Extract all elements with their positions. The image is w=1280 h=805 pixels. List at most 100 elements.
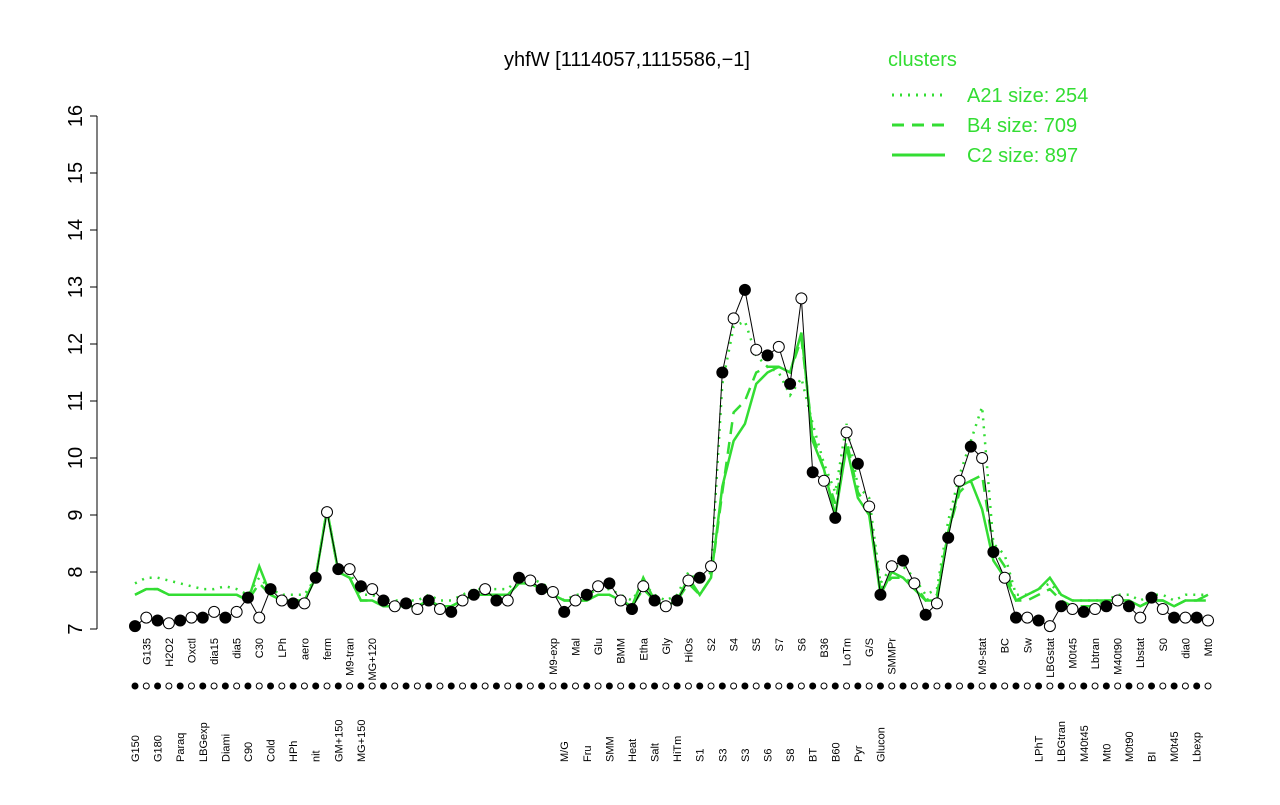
rug-mark bbox=[820, 682, 828, 690]
point bbox=[1021, 611, 1034, 624]
rug-mark bbox=[459, 682, 467, 690]
point-link bbox=[744, 289, 757, 350]
rug-mark bbox=[1181, 682, 1189, 690]
legend-label: C2 size: 897 bbox=[967, 145, 1078, 167]
rug-mark bbox=[764, 682, 772, 690]
x-tick-label: C90 bbox=[243, 742, 255, 762]
x-tick-label: Lbstat bbox=[1135, 638, 1147, 668]
point bbox=[671, 594, 684, 607]
point bbox=[603, 577, 616, 590]
rug-mark bbox=[267, 682, 275, 690]
rug-mark bbox=[210, 682, 218, 690]
point bbox=[727, 312, 740, 325]
point-link bbox=[800, 298, 814, 473]
x-tick-label: dia0 bbox=[1180, 638, 1192, 659]
point bbox=[1156, 603, 1169, 616]
point bbox=[309, 571, 322, 584]
y-tick-label: 11 bbox=[65, 391, 87, 412]
rug-mark bbox=[334, 682, 342, 690]
point bbox=[1055, 600, 1068, 613]
rug-mark bbox=[549, 682, 557, 690]
point bbox=[693, 571, 706, 584]
x-tick-label: Fru bbox=[582, 746, 594, 763]
point bbox=[546, 585, 559, 598]
series-line bbox=[134, 319, 1208, 603]
point bbox=[1202, 614, 1214, 627]
rug-mark bbox=[1136, 682, 1144, 690]
x-tick-label: Oxctl bbox=[186, 638, 198, 663]
x-tick-label: Salt bbox=[650, 743, 662, 762]
rug-mark bbox=[481, 682, 489, 690]
rug-mark bbox=[492, 682, 500, 690]
point bbox=[761, 349, 774, 362]
x-tick-label: G135 bbox=[141, 638, 153, 665]
rug-mark bbox=[752, 682, 760, 690]
point bbox=[298, 597, 311, 610]
rug-mark bbox=[1091, 682, 1099, 690]
x-tick-label: C30 bbox=[254, 638, 266, 658]
point bbox=[1077, 605, 1090, 618]
point bbox=[388, 600, 401, 613]
point bbox=[467, 588, 480, 601]
rug-mark bbox=[244, 682, 252, 690]
x-tick-label: LBGexp bbox=[198, 722, 210, 762]
rug-mark bbox=[312, 682, 320, 690]
point-link bbox=[823, 480, 836, 518]
series-line bbox=[134, 332, 1209, 608]
point bbox=[479, 583, 492, 596]
point bbox=[976, 452, 989, 464]
point bbox=[241, 591, 254, 604]
rug-mark bbox=[1068, 682, 1076, 690]
rug-mark bbox=[933, 682, 941, 690]
x-tick-label: H2O2 bbox=[164, 638, 176, 667]
x-tick-label: G180 bbox=[153, 735, 165, 762]
point bbox=[625, 603, 638, 616]
point bbox=[885, 560, 898, 573]
rug-mark bbox=[944, 682, 952, 690]
point bbox=[919, 608, 932, 621]
point bbox=[1009, 611, 1022, 624]
rug-mark bbox=[730, 682, 738, 690]
point bbox=[1111, 594, 1124, 607]
point bbox=[1100, 600, 1113, 613]
point bbox=[196, 611, 209, 624]
point bbox=[863, 500, 876, 513]
point bbox=[185, 611, 198, 624]
rug-mark bbox=[515, 682, 523, 690]
x-tick-label: S6 bbox=[763, 749, 775, 762]
point-link bbox=[315, 512, 328, 578]
rug-mark bbox=[571, 682, 579, 690]
point-link bbox=[959, 446, 972, 481]
rug-mark bbox=[368, 682, 376, 690]
x-tick-label: LoTm bbox=[842, 638, 854, 666]
x-tick-label: Glucon bbox=[875, 727, 887, 762]
rug-mark bbox=[910, 682, 918, 690]
point bbox=[400, 597, 413, 610]
point bbox=[129, 620, 141, 633]
x-tick-label: Cold bbox=[266, 739, 278, 762]
x-tick-label: LBGstat bbox=[1045, 638, 1057, 678]
rug-mark bbox=[187, 682, 195, 690]
point bbox=[433, 603, 446, 616]
x-tick-label: S3 bbox=[717, 749, 729, 762]
rug-mark bbox=[978, 682, 986, 690]
point bbox=[501, 594, 514, 607]
point bbox=[817, 474, 830, 487]
rug-mark bbox=[673, 682, 681, 690]
rug-mark bbox=[221, 682, 229, 690]
rug-mark bbox=[594, 682, 602, 690]
point bbox=[659, 600, 672, 613]
x-tick-label: B36 bbox=[819, 638, 831, 658]
rug-mark bbox=[413, 682, 421, 690]
x-tick-label: HiTm bbox=[672, 736, 684, 762]
point bbox=[930, 597, 943, 610]
point bbox=[343, 563, 356, 576]
x-tick-label: M0t45 bbox=[1067, 638, 1079, 669]
point bbox=[321, 506, 334, 519]
legend-title: clusters bbox=[888, 49, 957, 71]
x-tick-label: B60 bbox=[830, 742, 842, 762]
rug-mark bbox=[888, 682, 896, 690]
y-tick-label: 7 bbox=[65, 623, 87, 634]
point bbox=[264, 583, 277, 596]
rug-mark bbox=[617, 682, 625, 690]
